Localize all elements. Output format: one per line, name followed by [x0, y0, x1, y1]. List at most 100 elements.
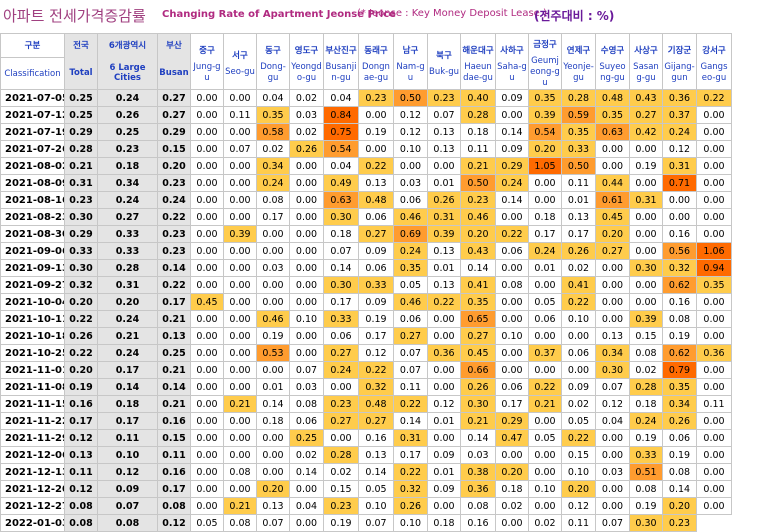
cell-district: 0.17 [528, 225, 562, 243]
cell-district: 0.02 [561, 259, 596, 277]
cell-total: 0.12 [64, 429, 98, 447]
cell-large-cities: 0.34 [97, 174, 158, 192]
cell-district: 0.09 [495, 89, 529, 107]
cell-district: 0.00 [595, 480, 630, 498]
cell-district: 0.19 [358, 310, 394, 328]
header-district-ko: 서구 [232, 51, 248, 61]
cell-district: 0.10 [495, 327, 529, 345]
cell-total: 0.20 [64, 361, 98, 379]
cell-district: 0.00 [256, 276, 290, 294]
header-busan-en: Busan [157, 57, 191, 90]
cell-district: 0.00 [289, 514, 324, 532]
cell-district: 0.03 [289, 106, 324, 124]
row-date: 2021-09-13 [0, 259, 65, 277]
cell-district: 0.08 [460, 497, 496, 515]
cell-district: 0.00 [223, 378, 257, 396]
cell-district: 0.24 [528, 242, 562, 260]
cell-large-cities: 0.27 [97, 208, 158, 226]
header-classification-en: Classification [0, 57, 65, 90]
cell-district: 0.00 [190, 412, 224, 430]
header-district-ko: 기장군 [667, 45, 692, 56]
cell-district: 0.00 [696, 106, 732, 124]
cell-district: 0.06 [662, 429, 697, 447]
cell-district: 0.00 [528, 361, 562, 379]
cell-district: 0.17 [393, 446, 428, 464]
cell-district: 0.35 [256, 106, 290, 124]
header-district-en: Busanjin-gu [325, 61, 357, 83]
cell-district: 0.22 [393, 463, 428, 481]
cell-large-cities: 0.24 [97, 191, 158, 209]
cell-district: 0.18 [256, 412, 290, 430]
header-district-ko: 사하구 [500, 45, 524, 56]
cell-district: 0.00 [190, 106, 224, 124]
cell-district: 0.84 [323, 106, 359, 124]
table-row: 2021-08-30 0.29 0.33 0.23 0.00 0.39 0.00 0.00 0.… [0, 225, 732, 243]
cell-district: 0.30 [323, 276, 359, 294]
cell-district: 0.11 [393, 378, 428, 396]
cell-district: 0.13 [427, 242, 461, 260]
cell-district: 0.21 [460, 157, 496, 175]
cell-district: 0.22 [561, 429, 596, 447]
cell-district: 0.14 [289, 463, 324, 481]
row-date: 2021-09-06 [0, 242, 65, 260]
cell-district: 0.12 [427, 395, 461, 413]
cell-busan: 0.16 [157, 412, 191, 430]
cell-district: 0.19 [662, 327, 697, 345]
cell-district: 0.17 [256, 208, 290, 226]
cell-district: 0.00 [323, 429, 359, 447]
cell-district: 0.32 [358, 378, 394, 396]
cell-district: 0.00 [190, 327, 224, 345]
cell-district: 0.13 [427, 276, 461, 294]
cell-district: 0.00 [696, 174, 732, 192]
cell-district: 0.30 [595, 361, 630, 379]
cell-district: 0.18 [629, 395, 663, 413]
cell-district: 0.02 [289, 446, 324, 464]
cell-busan: 0.27 [157, 89, 191, 107]
cell-district: 0.40 [460, 89, 496, 107]
cell-district: 0.20 [495, 463, 529, 481]
cell-district: 0.14 [358, 463, 394, 481]
cell-district: 0.04 [323, 89, 359, 107]
cell-district: 0.00 [662, 208, 697, 226]
cell-district: 0.10 [561, 463, 596, 481]
cell-large-cities: 0.28 [97, 259, 158, 277]
table-body: 2021-07-05 0.25 0.24 0.27 0.00 0.00 0.04 0.02 0.… [0, 89, 732, 532]
cell-district: 0.42 [629, 123, 663, 141]
cell-district: 0.00 [223, 480, 257, 498]
cell-total: 0.12 [64, 480, 98, 498]
title-korean: 아파트 전세가격증감률 [3, 7, 146, 25]
data-table: 구분 전국 6개광역시 부산 중구 Jung-gu 서구 Seo-gu 동구 Dong-g… [0, 33, 732, 532]
cell-district: 0.39 [427, 225, 461, 243]
cell-district: 0.00 [696, 480, 732, 498]
cell-district: 0.33 [629, 446, 663, 464]
cell-total: 0.08 [64, 497, 98, 515]
cell-district: 0.17 [561, 225, 596, 243]
title-unit: (전주대비 : %) [534, 9, 615, 23]
cell-district: 0.34 [662, 395, 697, 413]
cell-district: 0.18 [528, 208, 562, 226]
cell-district: 0.00 [427, 378, 461, 396]
cell-district: 0.00 [528, 191, 562, 209]
cell-large-cities: 0.18 [97, 395, 158, 413]
cell-district: 0.00 [495, 344, 529, 362]
cell-district: 0.35 [528, 89, 562, 107]
header-district-ko: 남구 [402, 45, 419, 56]
cell-district: 0.00 [696, 310, 732, 328]
cell-district: 0.00 [223, 310, 257, 328]
cell-large-cities: 0.26 [97, 106, 158, 124]
cell-district: 0.00 [190, 463, 224, 481]
row-date: 2021-08-30 [0, 225, 65, 243]
cell-district: 0.35 [662, 378, 697, 396]
cell-district: 0.00 [256, 242, 290, 260]
cell-district: 0.01 [427, 463, 461, 481]
header-district: 사하구 Saha-gu [495, 33, 529, 90]
cell-district: 0.01 [561, 191, 596, 209]
header-district-en: Saha-gu [497, 61, 527, 83]
table-row: 2021-12-20 0.12 0.09 0.17 0.00 0.00 0.20 0.00 0.… [0, 480, 732, 498]
cell-district: 0.01 [427, 259, 461, 277]
header-district-ko: 부산진구 [325, 45, 357, 56]
cell-district: 0.10 [528, 480, 562, 498]
cell-district: 0.26 [289, 140, 324, 158]
cell-district: 0.07 [393, 344, 428, 362]
cell-district: 0.00 [495, 208, 529, 226]
